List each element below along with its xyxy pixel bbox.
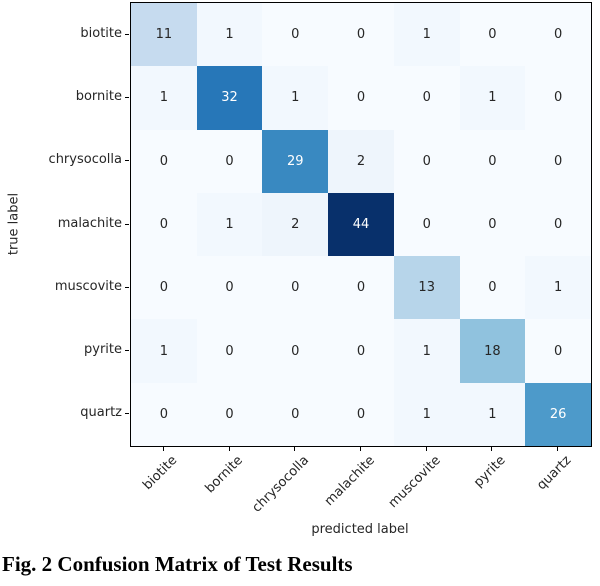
heatmap-cell: 1 [131, 319, 197, 383]
heatmap-cell: 1 [525, 256, 591, 320]
heatmap-cell: 18 [459, 319, 526, 383]
heatmap-cell: 0 [262, 3, 329, 67]
heatmap-cell: 2 [328, 129, 394, 193]
xtick-label: pyrite [471, 453, 510, 491]
x-axis-title: predicted label [311, 522, 409, 537]
xtick-label: malachite [321, 453, 378, 510]
heatmap-cell: 0 [131, 256, 197, 320]
heatmap-cell: 0 [525, 192, 591, 257]
heatmap-cell: 13 [393, 256, 460, 320]
ytick-label: quartz [80, 405, 122, 421]
heatmap-cell: 0 [525, 3, 591, 67]
heatmap-cell: 0 [328, 3, 394, 67]
heatmap-cell: 0 [459, 256, 526, 320]
heatmap-cell: 11 [131, 3, 197, 67]
heatmap-cell: 0 [328, 66, 394, 130]
heatmap-cell: 0 [196, 256, 263, 320]
heatmap-cell: 0 [525, 66, 591, 130]
heatmap-cell: 0 [328, 319, 394, 383]
heatmap-cell: 1 [393, 3, 460, 67]
heatmap-cell: 1 [459, 382, 526, 446]
ytick-label: pyrite [84, 342, 122, 358]
xtick-label: biotite [140, 453, 181, 494]
y-tick-mark [125, 96, 129, 98]
heatmap-cell: 1 [262, 66, 329, 130]
heatmap-cell: 0 [196, 129, 263, 193]
heatmap-cell: 1 [393, 382, 460, 446]
x-tick-mark [557, 447, 559, 451]
y-tick-mark [125, 350, 129, 352]
heatmap-cell: 1 [393, 319, 460, 383]
x-tick-mark [228, 447, 230, 451]
ytick-label: malachite [57, 215, 122, 231]
y-tick-mark [125, 413, 129, 415]
heatmap-cell: 0 [328, 382, 394, 446]
x-tick-mark [294, 447, 296, 451]
x-tick-mark [162, 447, 164, 451]
heatmap-cell: 0 [459, 192, 526, 257]
heatmap-cell: 0 [459, 3, 526, 67]
xtick-label: chrysocolla [249, 453, 312, 516]
heatmap-cell: 0 [393, 66, 460, 130]
heatmap-cell: 29 [262, 129, 329, 193]
x-tick-mark [491, 447, 493, 451]
figure-caption: Fig. 2 Confusion Matrix of Test Results [2, 552, 353, 576]
y-tick-mark [125, 160, 129, 162]
heatmap-cell: 0 [525, 129, 591, 193]
x-tick-mark [425, 447, 427, 451]
ytick-label: chrysocolla [48, 152, 122, 168]
heatmap-cell: 0 [196, 319, 263, 383]
y-tick-mark [125, 33, 129, 35]
heatmap-cell: 26 [525, 382, 591, 446]
heatmap-cell: 0 [393, 192, 460, 257]
heatmap-cell: 0 [131, 192, 197, 257]
y-tick-mark [125, 286, 129, 288]
heatmap-cell: 0 [393, 129, 460, 193]
heatmap-cell: 0 [525, 319, 591, 383]
heatmap-cell: 1 [459, 66, 526, 130]
heatmap-cell: 0 [328, 256, 394, 320]
xtick-label: bornite [202, 453, 247, 497]
xtick-label: muscovite [385, 453, 444, 512]
heatmap-cell: 0 [459, 129, 526, 193]
heatmap-cell: 1 [196, 3, 263, 67]
y-tick-mark [125, 223, 129, 225]
heatmap-grid: 11 1 0 0 1 0 0 1 32 1 0 0 1 0 0 0 29 2 0 0 0 0 1 2 44 0 0 0 0 0 0 0 13 0 1… [130, 2, 592, 447]
heatmap-cell: 0 [196, 382, 263, 446]
heatmap-cell: 0 [262, 319, 329, 383]
heatmap-cell: 1 [196, 192, 263, 257]
heatmap-cell: 32 [196, 66, 263, 130]
ytick-label: biotite [80, 25, 122, 41]
heatmap-cell: 1 [131, 66, 197, 130]
xtick-label: quartz [534, 453, 575, 494]
heatmap-cell: 44 [328, 192, 394, 257]
heatmap-cell: 0 [262, 382, 329, 446]
ytick-label: muscovite [54, 278, 122, 294]
heatmap-cell: 2 [262, 192, 329, 257]
heatmap-cell: 0 [262, 256, 329, 320]
heatmap-cell: 0 [131, 382, 197, 446]
ytick-label: bornite [75, 88, 122, 104]
x-tick-mark [360, 447, 361, 451]
heatmap-cell: 0 [131, 129, 197, 193]
